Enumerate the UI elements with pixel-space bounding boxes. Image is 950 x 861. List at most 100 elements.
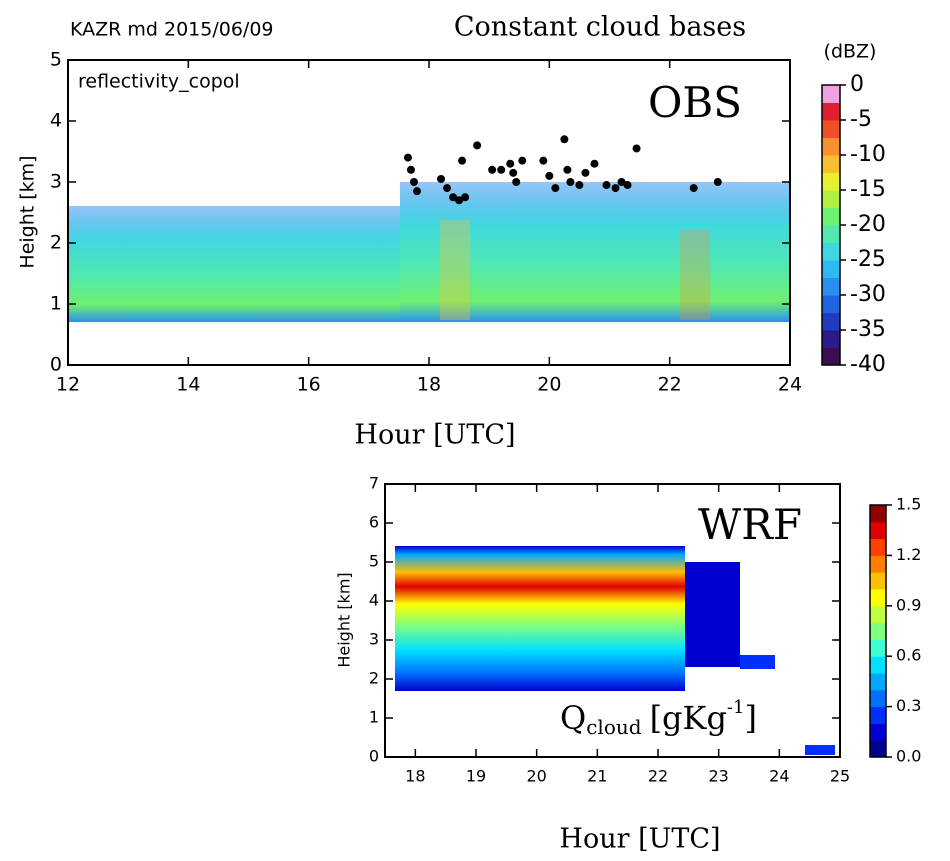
y-tick-label: 2 xyxy=(50,232,62,254)
cloud-base-point xyxy=(545,171,554,180)
x-tick-label: 18 xyxy=(417,374,441,396)
colorbar-swatch xyxy=(822,277,840,296)
colorbar-label: (dBZ) xyxy=(824,41,877,63)
y-tick-label: 4 xyxy=(50,110,62,132)
cloud-base-point xyxy=(560,135,569,144)
cloud-base-point xyxy=(437,174,446,183)
y-tick-label: 6 xyxy=(369,513,379,532)
cloud-base-point xyxy=(539,156,548,165)
quantity-symbol: Q xyxy=(560,699,586,737)
colorbar-tick-label: -35 xyxy=(850,317,886,342)
colorbar-swatch xyxy=(822,190,840,208)
colorbar-swatch xyxy=(822,347,840,366)
x-tick-label: 12 xyxy=(56,374,80,396)
colorbar-swatch xyxy=(870,605,886,624)
colorbar-swatch xyxy=(870,639,886,657)
y-axis-label: Height [km] xyxy=(17,155,39,268)
x-tick-label: 18 xyxy=(405,767,425,786)
cloud-base-point xyxy=(602,181,611,190)
x-tick-label: 25 xyxy=(830,767,850,786)
colorbar-swatch xyxy=(870,740,886,758)
colorbar-swatch xyxy=(822,225,840,243)
x-tick-label: 22 xyxy=(648,767,668,786)
x-tick-label: 23 xyxy=(708,767,728,786)
y-tick-label: 5 xyxy=(50,49,62,71)
quantity-unit: [gKg xyxy=(650,699,727,737)
cloud-base-point xyxy=(563,165,572,174)
cloud-base-point xyxy=(497,165,506,174)
colorbar-swatch xyxy=(870,538,886,556)
cloud-base-point xyxy=(575,181,584,190)
cloud-base-point xyxy=(509,168,518,177)
colorbar-swatch xyxy=(870,689,886,708)
cloud-base-point xyxy=(409,178,418,186)
y-tick-label: 3 xyxy=(369,630,379,649)
colorbar-tick-label: 0.9 xyxy=(896,595,921,614)
cloud-base-point xyxy=(488,165,497,174)
colorbar-tick-label: -10 xyxy=(850,142,886,167)
colorbar-tick-label: 0.6 xyxy=(896,646,921,665)
cloud-base-point xyxy=(581,168,590,177)
colorbar-tick-label: 0.0 xyxy=(896,747,921,766)
radar-echo xyxy=(680,230,710,320)
colorbar-swatch xyxy=(822,85,840,103)
quantity-close: ] xyxy=(744,699,756,737)
instrument-label: KAZR md 2015/06/09 xyxy=(70,19,274,41)
radar-echo xyxy=(440,220,470,320)
y-axis-label: Height [km] xyxy=(335,572,354,667)
quantity-superscript: -1 xyxy=(727,697,745,718)
y-tick-label: 5 xyxy=(369,552,379,571)
cloud-base-point xyxy=(403,153,412,162)
quantity-label: Qcloud [gKg-1] xyxy=(560,697,757,739)
colorbar-swatch xyxy=(870,706,886,724)
colorbar-tick-label: -15 xyxy=(850,177,886,202)
colorbar-swatch xyxy=(870,622,886,640)
colorbar-swatch xyxy=(822,242,840,261)
panel-label: WRF xyxy=(698,500,802,549)
y-tick-label: 1 xyxy=(369,708,379,727)
model-cloud xyxy=(740,655,775,669)
colorbar-swatch xyxy=(870,572,886,590)
radar-echo xyxy=(68,206,400,322)
x-axis-label: Hour [UTC] xyxy=(559,824,720,855)
model-cloud xyxy=(685,562,740,667)
colorbar-swatch xyxy=(870,656,886,674)
panel-label: OBS xyxy=(648,78,742,127)
cloud-base-point xyxy=(623,181,632,190)
cloud-base-point xyxy=(458,156,467,165)
y-tick-label: 7 xyxy=(369,474,379,493)
colorbar-tick-label: -25 xyxy=(850,247,886,272)
colorbar-swatch xyxy=(870,521,886,540)
cloud-base-point xyxy=(713,178,722,186)
colorbar-tick-label: 1.5 xyxy=(896,495,921,514)
cloud-base-point xyxy=(455,196,464,205)
colorbar-swatch xyxy=(822,207,840,226)
figure-title: Constant cloud bases xyxy=(454,12,746,43)
y-tick-label: 0 xyxy=(50,354,62,376)
cloud-base-point xyxy=(512,178,521,186)
colorbar-tick-label: -20 xyxy=(850,212,886,237)
cloud-base-point xyxy=(406,165,415,174)
x-tick-label: 21 xyxy=(587,767,607,786)
cloud-base-point xyxy=(617,178,626,186)
cloud-base-point xyxy=(689,184,698,193)
colorbar-swatch xyxy=(822,120,840,138)
x-tick-label: 24 xyxy=(769,767,789,786)
colorbar-swatch xyxy=(822,172,840,191)
y-tick-label: 4 xyxy=(369,591,379,610)
colorbar-tick-label: 0.3 xyxy=(896,696,921,715)
cloud-base-point xyxy=(506,159,515,168)
model-cloud xyxy=(805,745,835,755)
quantity-subscript: cloud xyxy=(586,715,642,739)
cloud-base-point xyxy=(611,184,620,193)
y-tick-label: 1 xyxy=(50,293,62,315)
x-tick-label: 22 xyxy=(658,374,682,396)
colorbar-swatch xyxy=(870,555,886,573)
colorbar-swatch xyxy=(870,673,886,691)
cloud-base-point xyxy=(590,159,599,168)
colorbar-swatch xyxy=(822,312,840,331)
colorbar-tick-label: -30 xyxy=(850,282,886,307)
x-tick-label: 24 xyxy=(778,374,802,396)
x-axis-label: Hour [UTC] xyxy=(354,420,515,451)
